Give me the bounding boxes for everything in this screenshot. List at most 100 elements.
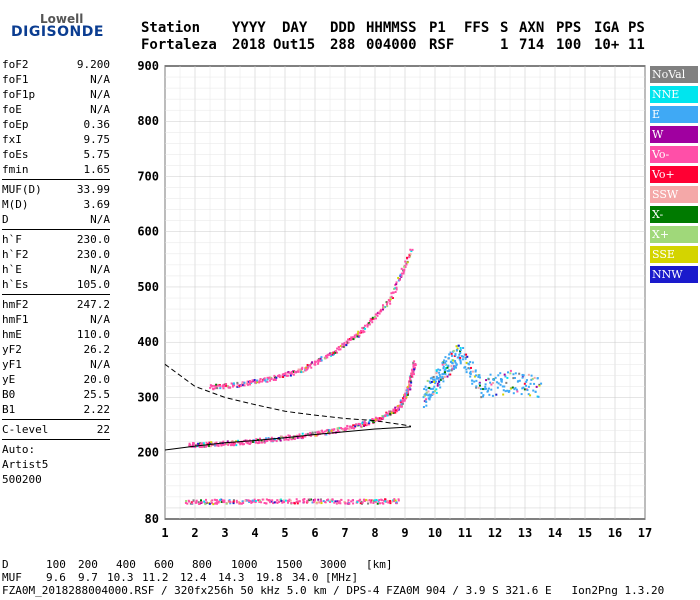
data-point bbox=[216, 384, 219, 387]
data-point bbox=[502, 389, 505, 392]
data-point bbox=[459, 350, 462, 353]
data-point bbox=[386, 305, 389, 308]
data-point bbox=[368, 322, 371, 325]
param-label: fmin bbox=[2, 163, 29, 176]
data-point bbox=[242, 443, 245, 446]
data-point bbox=[233, 441, 236, 444]
data-point bbox=[400, 400, 403, 403]
param-value: N/A bbox=[90, 103, 110, 116]
data-point bbox=[237, 385, 240, 388]
data-point bbox=[265, 380, 268, 383]
data-point bbox=[480, 396, 483, 399]
data-point bbox=[412, 373, 415, 376]
footer-d-label: D bbox=[2, 558, 9, 571]
data-point bbox=[222, 440, 225, 443]
data-point bbox=[184, 501, 187, 504]
data-point bbox=[447, 364, 450, 367]
data-point bbox=[469, 375, 472, 378]
data-point bbox=[301, 432, 304, 435]
data-point bbox=[425, 393, 428, 396]
data-point bbox=[279, 439, 282, 442]
param-label: foF1p bbox=[2, 88, 36, 101]
data-point bbox=[312, 501, 315, 504]
param-row: C-level 22 bbox=[2, 422, 110, 437]
header-label: Station bbox=[141, 20, 201, 36]
data-point bbox=[449, 351, 452, 354]
data-point bbox=[212, 388, 215, 391]
data-point bbox=[302, 498, 305, 501]
data-point bbox=[363, 424, 366, 427]
data-point bbox=[363, 420, 366, 423]
data-point bbox=[494, 376, 497, 379]
data-point bbox=[288, 434, 291, 437]
data-point bbox=[460, 355, 463, 358]
data-point bbox=[278, 500, 281, 503]
data-point bbox=[316, 431, 319, 434]
data-point bbox=[331, 353, 334, 356]
param-separator bbox=[2, 229, 110, 230]
data-point bbox=[348, 502, 351, 505]
data-point bbox=[188, 500, 191, 503]
data-point bbox=[521, 375, 524, 378]
data-point bbox=[216, 502, 219, 505]
data-point bbox=[404, 397, 407, 400]
data-point bbox=[287, 371, 290, 374]
param-value: 2.22 bbox=[83, 403, 111, 416]
data-point bbox=[434, 380, 437, 383]
data-point bbox=[243, 381, 246, 384]
param-value: 230.0 bbox=[76, 248, 110, 261]
data-point bbox=[483, 388, 486, 391]
data-point bbox=[230, 442, 233, 445]
data-point bbox=[425, 388, 428, 391]
data-point bbox=[334, 351, 337, 354]
data-point bbox=[288, 437, 291, 440]
data-point bbox=[434, 389, 437, 392]
y-tick-label: 300 bbox=[137, 390, 159, 404]
data-point bbox=[405, 263, 408, 266]
data-point bbox=[405, 392, 408, 395]
data-point bbox=[459, 351, 462, 354]
data-point bbox=[514, 387, 517, 390]
data-point bbox=[433, 380, 436, 383]
data-point bbox=[371, 418, 374, 421]
data-point bbox=[284, 499, 287, 502]
logo-digisonde: DIGISONDE bbox=[11, 24, 104, 40]
data-point bbox=[209, 442, 212, 445]
data-point bbox=[435, 391, 438, 394]
data-point bbox=[195, 501, 198, 504]
data-point bbox=[473, 380, 476, 383]
data-point bbox=[280, 375, 283, 378]
data-point bbox=[256, 381, 259, 384]
data-point bbox=[526, 389, 529, 392]
data-point bbox=[296, 500, 299, 503]
data-point bbox=[219, 441, 222, 444]
param-value: N/A bbox=[90, 88, 110, 101]
param-value: 3.69 bbox=[83, 198, 111, 211]
param-row: h`Es 105.0 bbox=[2, 277, 110, 292]
data-point bbox=[439, 375, 442, 378]
data-point bbox=[400, 272, 403, 275]
param-label: hmE bbox=[2, 328, 22, 341]
data-point bbox=[349, 338, 352, 341]
data-point bbox=[232, 502, 235, 505]
data-point bbox=[292, 373, 295, 376]
param-label: foF2 bbox=[2, 58, 29, 71]
data-point bbox=[289, 499, 292, 502]
header-value: 100 bbox=[556, 37, 582, 53]
data-point bbox=[400, 267, 403, 270]
data-point bbox=[343, 342, 346, 345]
data-point bbox=[253, 379, 256, 382]
data-point bbox=[380, 310, 383, 313]
data-point bbox=[188, 442, 191, 445]
data-point bbox=[499, 372, 502, 375]
data-point bbox=[391, 297, 394, 300]
data-point bbox=[443, 375, 446, 378]
data-point bbox=[214, 502, 217, 505]
data-point bbox=[478, 384, 481, 387]
data-point bbox=[513, 388, 516, 391]
data-point bbox=[410, 372, 413, 375]
data-point bbox=[217, 444, 220, 447]
data-point bbox=[518, 379, 521, 382]
data-point bbox=[364, 327, 367, 330]
footer-muf-label: MUF bbox=[2, 571, 22, 584]
